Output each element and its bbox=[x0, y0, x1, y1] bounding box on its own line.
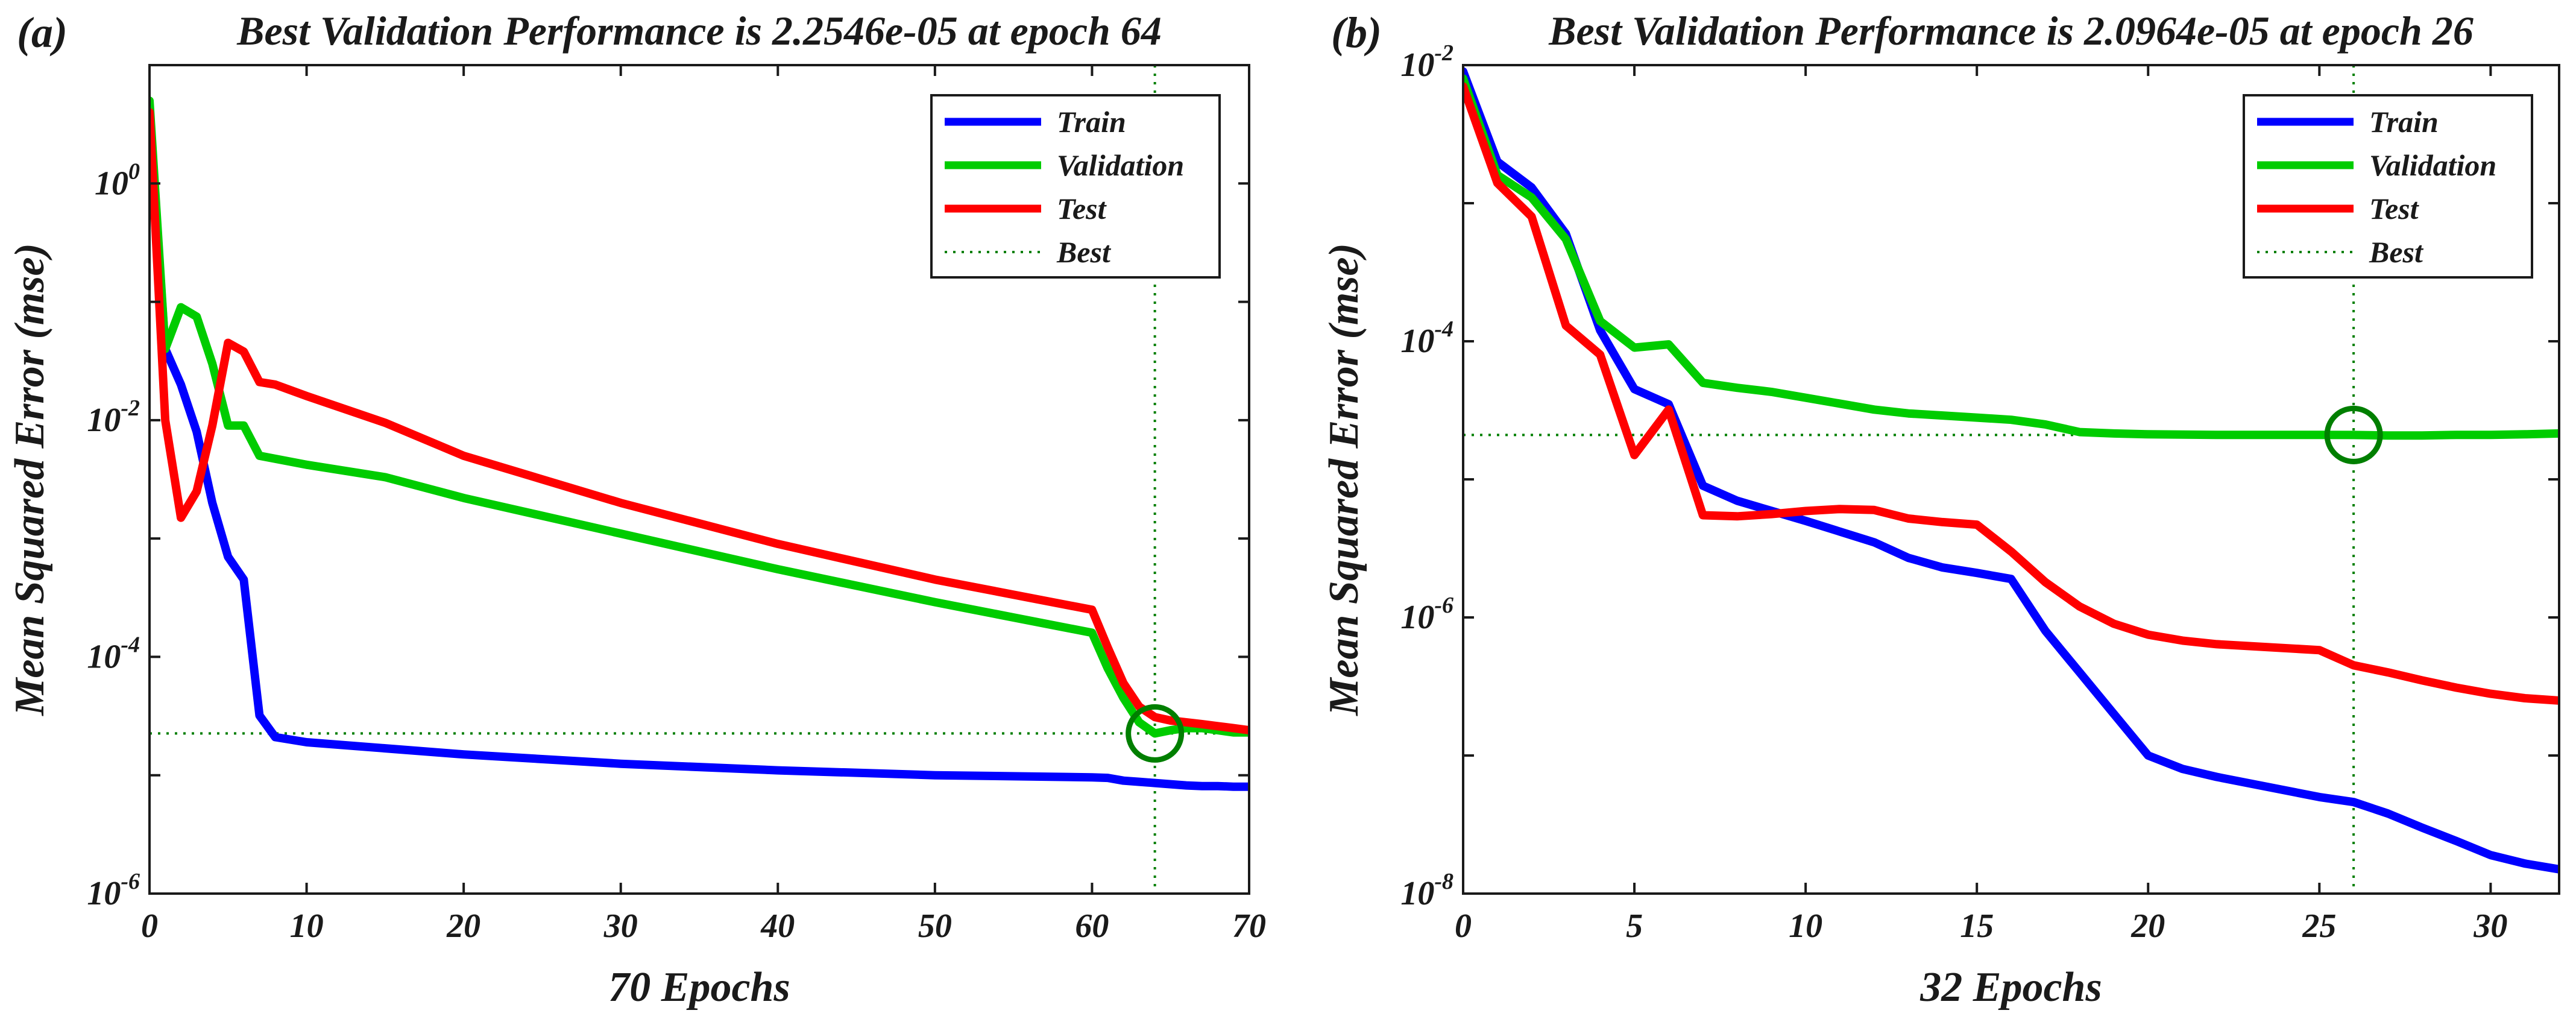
series-group bbox=[150, 96, 1249, 791]
x-tick-label: 60 bbox=[1075, 907, 1109, 945]
y-tick-exponent: -4 bbox=[121, 632, 140, 657]
chart-title: Best Validation Performance is 2.2546e-0… bbox=[236, 8, 1162, 54]
legend-label-best: Best bbox=[2369, 235, 2424, 269]
legend-label-train: Train bbox=[2369, 105, 2439, 139]
y-tick-mantissa: 10 bbox=[1400, 46, 1434, 84]
y-tick-label: 10-6 bbox=[87, 869, 140, 912]
x-tick-label: 40 bbox=[760, 907, 795, 945]
y-tick-exponent: 0 bbox=[128, 159, 140, 184]
y-tick-label: 10-6 bbox=[1400, 593, 1453, 636]
y-tick-mantissa: 10 bbox=[1400, 875, 1434, 912]
series-line-train bbox=[150, 108, 1249, 791]
y-axis-label: Mean Squared Error (mse) bbox=[7, 243, 53, 716]
y-tick-exponent: -6 bbox=[121, 869, 140, 894]
x-tick-label: 20 bbox=[2130, 907, 2165, 945]
legend: Train Validation Test Best bbox=[2243, 94, 2533, 279]
y-tick-mantissa: 10 bbox=[87, 875, 121, 912]
x-tick-label: 30 bbox=[603, 907, 638, 945]
y-tick-label: 10-2 bbox=[87, 396, 140, 439]
x-tick-label: 15 bbox=[1960, 907, 1994, 945]
series-line-validation bbox=[1463, 74, 2559, 440]
legend-label-test: Test bbox=[2369, 192, 2420, 226]
x-tick-label: 50 bbox=[918, 907, 952, 945]
y-tick-label: 10-4 bbox=[87, 632, 140, 675]
x-tick-label: 0 bbox=[141, 907, 158, 945]
y-tick-exponent: -4 bbox=[1434, 317, 1453, 342]
y-tick-mantissa: 10 bbox=[87, 638, 121, 675]
x-tick-label: 20 bbox=[446, 907, 480, 945]
legend-label-train: Train bbox=[1057, 105, 1126, 139]
x-tick-label: 10 bbox=[290, 907, 324, 945]
x-axis-label: 32 Epochs bbox=[1919, 964, 2102, 1011]
series-line-train bbox=[1463, 67, 2559, 874]
legend-label-validation: Validation bbox=[1057, 148, 1184, 182]
x-tick-label: 25 bbox=[2302, 907, 2336, 945]
legend-label-best: Best bbox=[1056, 235, 1112, 269]
y-tick-label: 10-4 bbox=[1400, 317, 1453, 360]
y-tick-label: 10-2 bbox=[1400, 40, 1453, 84]
x-tick-label: 5 bbox=[1626, 907, 1643, 945]
y-tick-mantissa: 10 bbox=[87, 402, 121, 439]
series-line-test bbox=[1463, 82, 2559, 705]
y-tick-exponent: -2 bbox=[1434, 40, 1453, 66]
y-tick-exponent: -2 bbox=[121, 396, 140, 421]
y-tick-mantissa: 10 bbox=[95, 165, 128, 202]
y-tick-label: 100 bbox=[95, 159, 140, 202]
x-tick-label: 30 bbox=[2473, 907, 2507, 945]
legend-box bbox=[2243, 94, 2533, 279]
chart-panel-b: (b) Best Validation Performance is 2.0964… bbox=[1321, 8, 2560, 1011]
legend: Train Validation Test Best bbox=[930, 94, 1221, 279]
x-axis-label: 70 Epochs bbox=[608, 964, 790, 1011]
axes-frame bbox=[148, 64, 1250, 895]
panel-label: (b) bbox=[1331, 8, 1382, 57]
y-tick-mantissa: 10 bbox=[1400, 599, 1434, 636]
best-marker bbox=[2324, 405, 2383, 464]
y-axis-label: Mean Squared Error (mse) bbox=[1321, 243, 1367, 716]
legend-label-test: Test bbox=[1057, 192, 1107, 226]
panel-label: (a) bbox=[17, 8, 68, 57]
chart-title: Best Validation Performance is 2.0964e-0… bbox=[1548, 8, 2474, 54]
y-tick-exponent: -6 bbox=[1434, 593, 1453, 618]
y-tick-exponent: -8 bbox=[1434, 869, 1453, 894]
x-tick-label: 70 bbox=[1232, 907, 1266, 945]
series-line-validation bbox=[150, 96, 1249, 738]
x-tick-label: 0 bbox=[1455, 907, 1472, 945]
y-tick-mantissa: 10 bbox=[1400, 323, 1434, 360]
y-tick-label: 10-8 bbox=[1400, 869, 1453, 912]
chart-panel-a: (a) Best Validation Performance is 2.2546… bbox=[7, 8, 1266, 1011]
best-marker bbox=[1126, 704, 1185, 763]
series-group bbox=[1463, 67, 2559, 874]
x-tick-label: 10 bbox=[1789, 907, 1822, 945]
legend-label-validation: Validation bbox=[2369, 148, 2496, 182]
series-line-test bbox=[150, 108, 1249, 735]
